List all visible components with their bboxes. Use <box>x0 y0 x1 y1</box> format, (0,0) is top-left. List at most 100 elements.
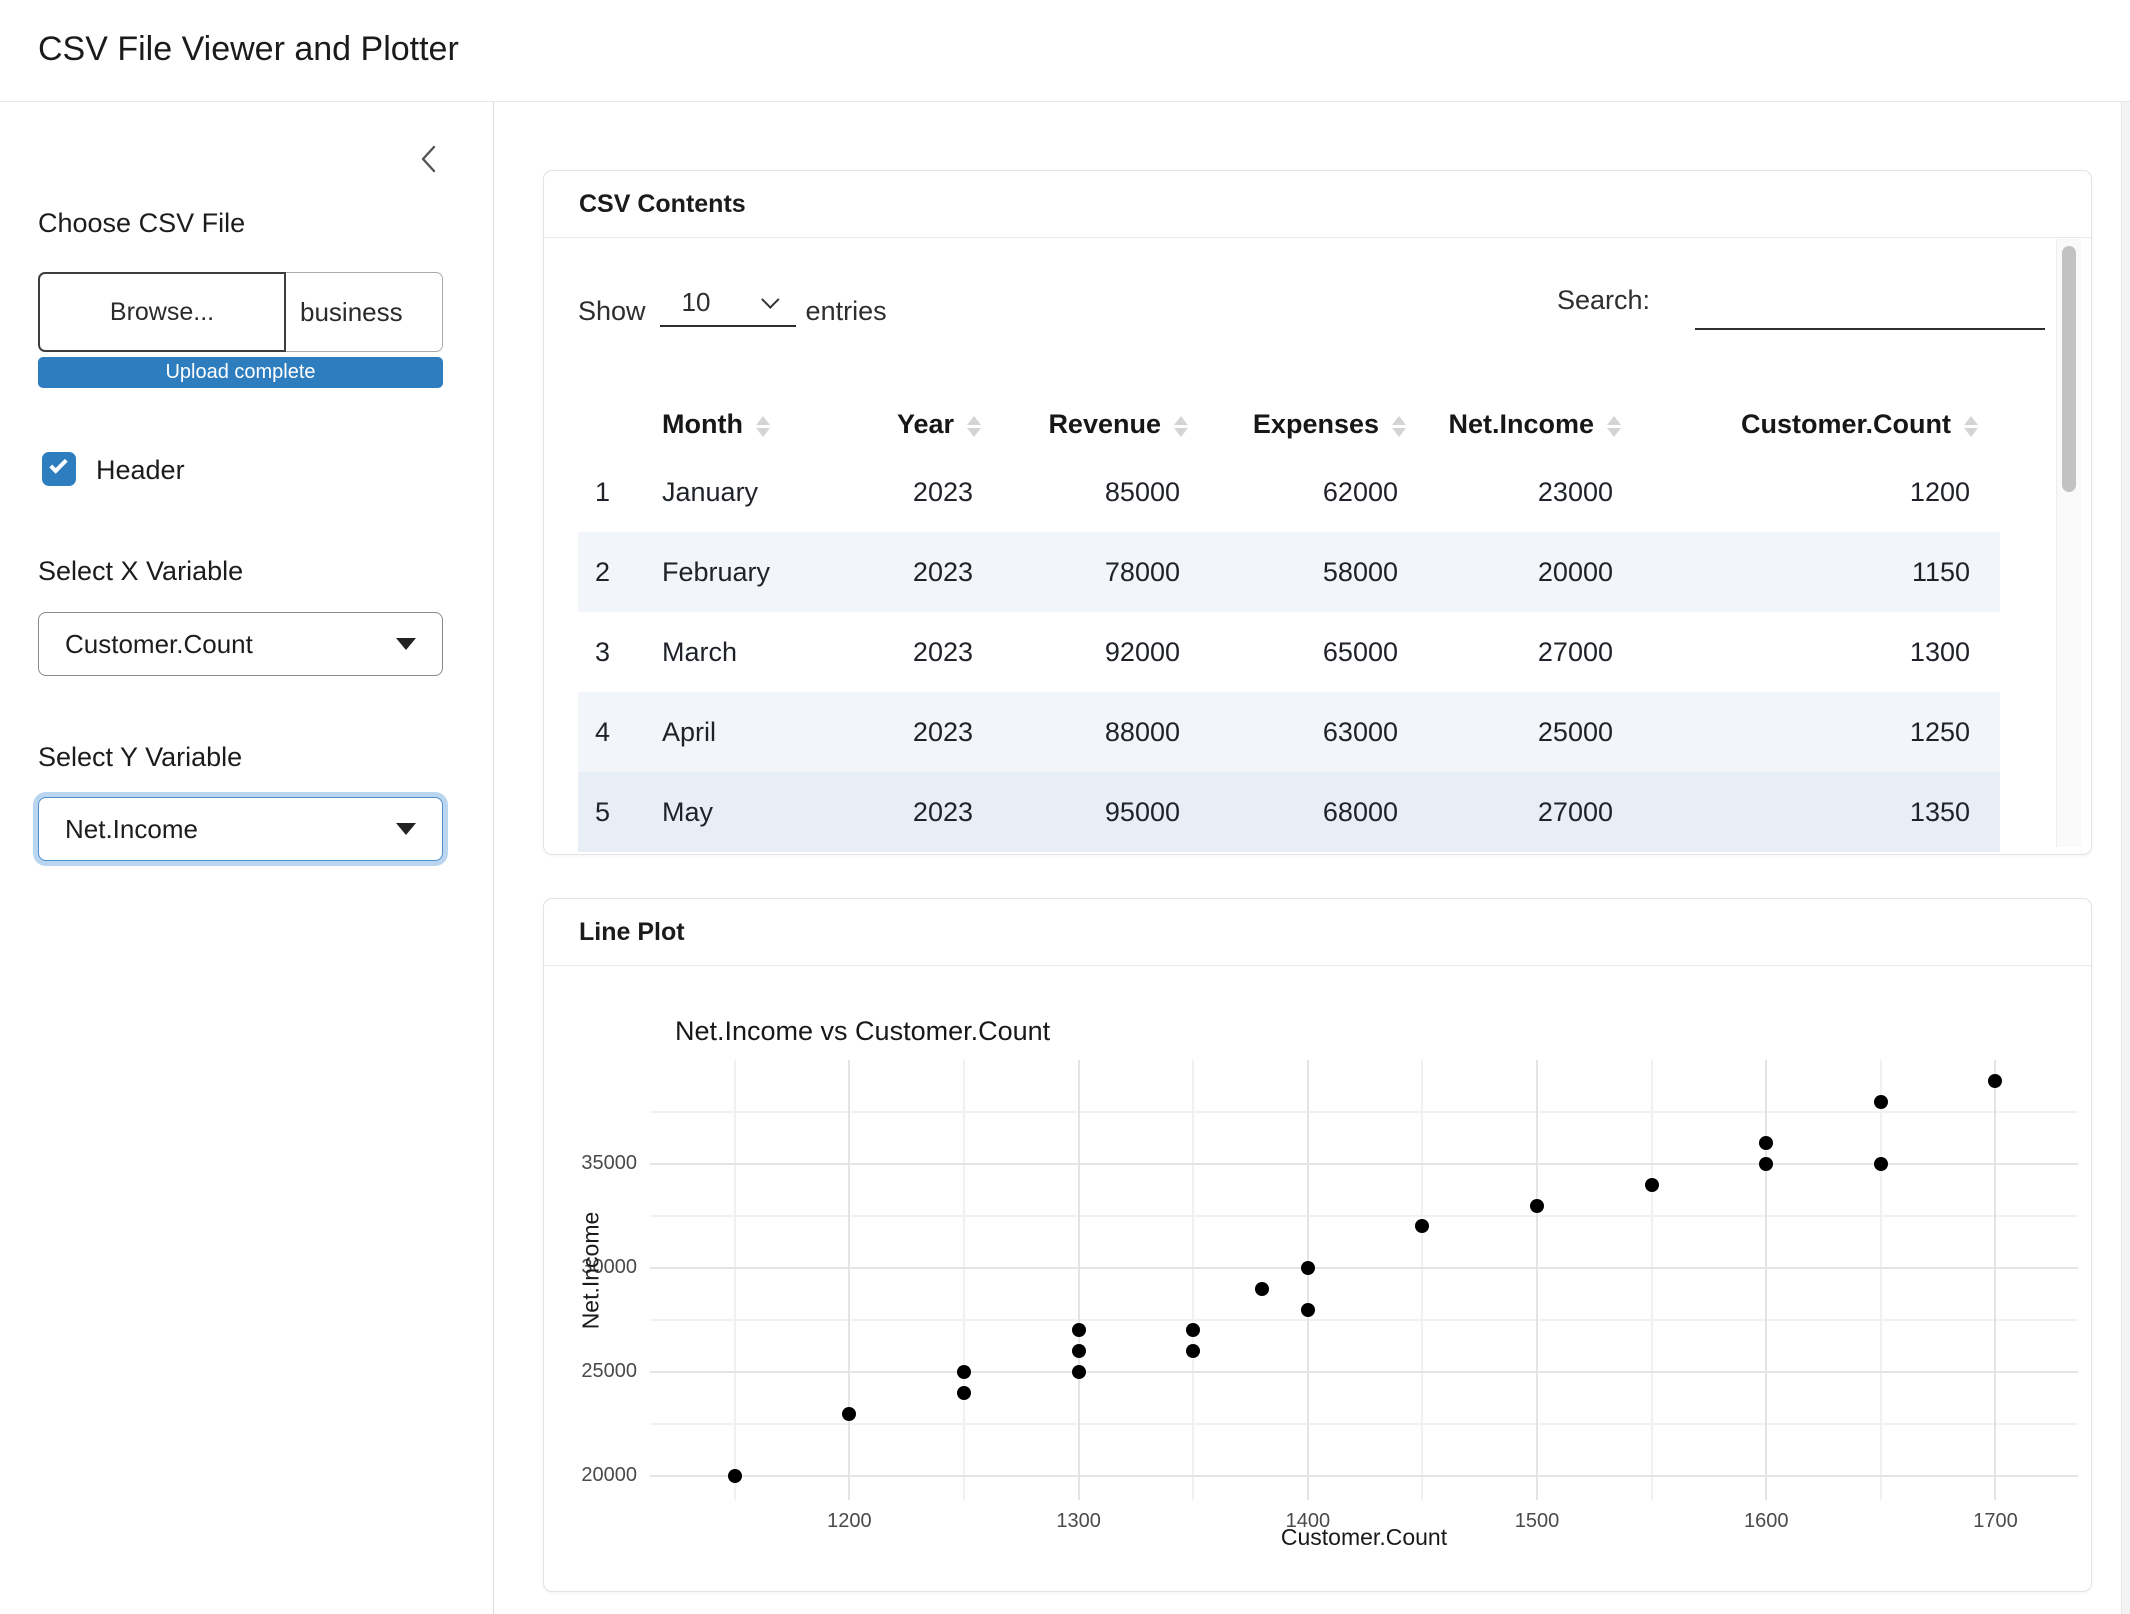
table-scrollbar-thumb[interactable] <box>2062 246 2076 492</box>
table-row: 2February20237800058000200001150 <box>578 532 2000 612</box>
table-cell: 95000 <box>1003 772 1210 852</box>
page-length-value: 10 <box>682 287 711 318</box>
table-cell: 62000 <box>1210 452 1428 532</box>
table-row: 5May20239500068000270001350 <box>578 772 2000 852</box>
y-variable-value: Net.Income <box>65 814 198 845</box>
y-variable-select[interactable]: Net.Income <box>38 797 443 861</box>
table-cell: 68000 <box>1210 772 1428 852</box>
data-point <box>1988 1074 2002 1088</box>
column-label: Year <box>897 409 954 439</box>
data-point <box>728 1469 742 1483</box>
sort-icon <box>756 416 770 437</box>
table-cell: 4 <box>578 692 638 772</box>
x-variable-label: Select X Variable <box>38 556 243 587</box>
column-label: Expenses <box>1253 409 1379 439</box>
table-cell: 58000 <box>1210 532 1428 612</box>
sort-icon <box>967 416 981 437</box>
y-axis-title: Net.Income <box>572 1150 610 1390</box>
table-cell: February <box>638 532 878 612</box>
gridline-major <box>1994 1060 1996 1500</box>
x-axis-title: Customer.Count <box>650 1524 2078 1551</box>
table-cell: 3 <box>578 612 638 692</box>
column-label: Month <box>662 409 743 439</box>
table-scrollbar-track <box>2056 239 2081 847</box>
table-cell: 1250 <box>1643 692 2000 772</box>
data-point <box>1186 1344 1200 1358</box>
search-input[interactable] <box>1695 284 2045 330</box>
page-title: CSV File Viewer and Plotter <box>38 30 459 69</box>
table-cell: 2023 <box>878 612 1003 692</box>
data-point <box>1874 1095 1888 1109</box>
chevron-down-icon <box>761 290 779 308</box>
sidebar-collapse-button[interactable] <box>414 142 444 176</box>
file-input-label: Choose CSV File <box>38 208 245 239</box>
data-point <box>1530 1199 1544 1213</box>
column-header-year[interactable]: Year <box>878 396 1003 452</box>
sort-icon <box>1607 416 1621 437</box>
column-header-net-income[interactable]: Net.Income <box>1428 396 1643 452</box>
table-cell: 65000 <box>1210 612 1428 692</box>
plot-panel: 1200130014001500160017002000025000300003… <box>650 1060 2078 1500</box>
table-cell: 1150 <box>1643 532 2000 612</box>
table-cell: 2 <box>578 532 638 612</box>
table-cell: May <box>638 772 878 852</box>
filename-field[interactable]: business <box>286 272 443 352</box>
gridline-minor <box>1880 1060 1882 1500</box>
table-cell: 1300 <box>1643 612 2000 692</box>
data-point <box>1186 1323 1200 1337</box>
data-point <box>1645 1178 1659 1192</box>
data-point <box>957 1386 971 1400</box>
y-variable-label: Select Y Variable <box>38 742 242 773</box>
table-cell: 2023 <box>878 772 1003 852</box>
column-header-expenses[interactable]: Expenses <box>1210 396 1428 452</box>
data-point <box>1301 1303 1315 1317</box>
table-cell: 23000 <box>1428 452 1643 532</box>
data-point <box>1072 1365 1086 1379</box>
table-cell: 92000 <box>1003 612 1210 692</box>
table-cell: 2023 <box>878 532 1003 612</box>
gridline-major <box>848 1060 850 1500</box>
sort-icon <box>1392 416 1406 437</box>
top-bar: CSV File Viewer and Plotter <box>0 0 2130 102</box>
page-length-control: Show 10 entries <box>578 283 887 327</box>
table-cell: 25000 <box>1428 692 1643 772</box>
column-header-revenue[interactable]: Revenue <box>1003 396 1210 452</box>
csv-card-title: CSV Contents <box>544 171 2091 238</box>
column-header-rownum <box>578 396 638 452</box>
y-axis-title-text: Net.Income <box>578 1211 605 1329</box>
table-row: 1January20238500062000230001200 <box>578 452 2000 532</box>
column-label: Revenue <box>1048 409 1161 439</box>
gridline-minor <box>1651 1060 1653 1500</box>
table-cell: April <box>638 692 878 772</box>
page-scrollbar[interactable] <box>2121 102 2130 1614</box>
table-cell: 78000 <box>1003 532 1210 612</box>
data-point <box>1759 1157 1773 1171</box>
table-cell: 1200 <box>1643 452 2000 532</box>
table-cell: 2023 <box>878 452 1003 532</box>
gridline-minor <box>650 1423 2078 1425</box>
data-point <box>1301 1261 1315 1275</box>
table-cell: January <box>638 452 878 532</box>
column-label: Customer.Count <box>1741 409 1951 439</box>
table-cell: 63000 <box>1210 692 1428 772</box>
x-variable-select[interactable]: Customer.Count <box>38 612 443 676</box>
table-cell: 20000 <box>1428 532 1643 612</box>
sidebar-divider <box>493 102 494 1614</box>
table-cell: 27000 <box>1428 772 1643 852</box>
data-point <box>1415 1219 1429 1233</box>
plot-card-title: Line Plot <box>544 899 2091 966</box>
header-checkbox[interactable] <box>42 452 76 486</box>
table-cell: 2023 <box>878 692 1003 772</box>
table-cell: March <box>638 612 878 692</box>
upload-progress-bar: Upload complete <box>38 357 443 388</box>
column-label: Net.Income <box>1448 409 1594 439</box>
chart-title: Net.Income vs Customer.Count <box>675 1016 1050 1047</box>
gridline-minor <box>650 1215 2078 1217</box>
file-input-group: Browse... business <box>38 272 443 352</box>
column-header-customer-count[interactable]: Customer.Count <box>1643 396 2000 452</box>
column-header-month[interactable]: Month <box>638 396 878 452</box>
gridline-minor <box>650 1111 2078 1113</box>
browse-button[interactable]: Browse... <box>38 272 286 352</box>
table-cell: 27000 <box>1428 612 1643 692</box>
page-length-select[interactable]: 10 <box>660 283 796 327</box>
